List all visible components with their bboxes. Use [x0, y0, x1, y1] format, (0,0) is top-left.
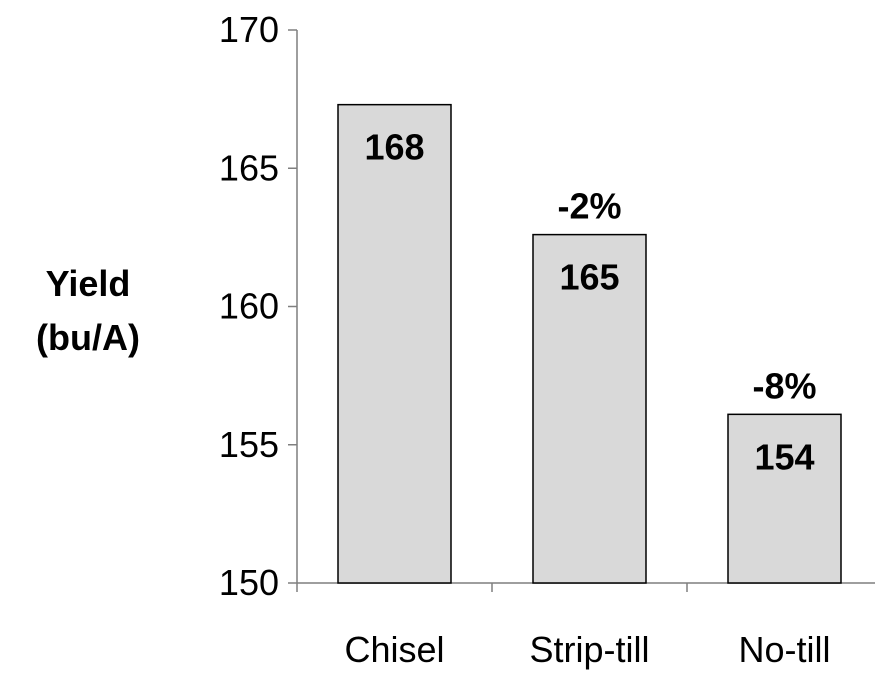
bar-value-label: 165: [559, 257, 619, 298]
percent-change-label: -8%: [752, 365, 816, 406]
x-tick-label: Strip-till: [529, 629, 649, 670]
x-axis-labels: Chisel Strip-till No-till: [344, 629, 830, 670]
y-tick-label: 160: [219, 286, 279, 327]
y-axis-ticks: 150 155 160 165 170: [219, 9, 297, 603]
percent-change-label: -2%: [557, 186, 621, 227]
bar-value-label: 168: [364, 127, 424, 168]
bar-value-label: 154: [754, 436, 814, 477]
x-tick-label: Chisel: [344, 629, 444, 670]
y-tick-label: 165: [219, 147, 279, 188]
x-tick-label: No-till: [738, 629, 830, 670]
y-axis-label-line-1: Yield: [46, 263, 131, 304]
y-tick-label: 155: [219, 424, 279, 465]
y-tick-label: 170: [219, 9, 279, 50]
y-axis-label-line-2: (bu/A): [36, 317, 140, 358]
y-axis-label: Yield (bu/A): [36, 263, 140, 358]
bar-no-till: [727, 413, 842, 584]
y-tick-label: 150: [219, 562, 279, 603]
bars: 168 165 -2% 154 -8%: [337, 103, 842, 584]
bar-strip-till: [532, 233, 647, 584]
bar-chisel: [337, 103, 452, 584]
